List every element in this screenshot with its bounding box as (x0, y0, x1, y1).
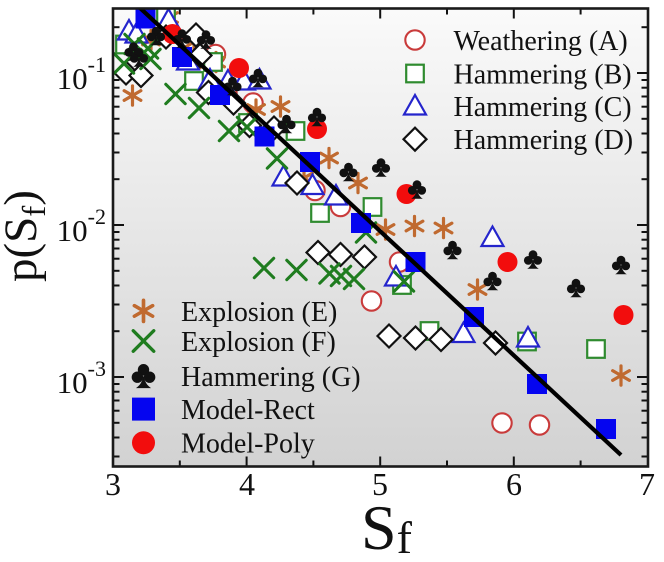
svg-text:10-3: 10-3 (57, 356, 106, 400)
svg-text:4: 4 (239, 466, 255, 502)
svg-text:Model-Poly: Model-Poly (181, 429, 315, 460)
svg-text:Explosion (E): Explosion (E) (181, 297, 337, 328)
svg-text:Sf: Sf (361, 492, 413, 562)
svg-text:10-1: 10-1 (57, 52, 106, 96)
svg-text:7: 7 (639, 466, 655, 502)
svg-text:3: 3 (105, 466, 121, 502)
svg-text:Hammering (B): Hammering (B) (454, 60, 632, 91)
svg-text:Explosion (F): Explosion (F) (181, 327, 336, 358)
svg-text:Hammering (D): Hammering (D) (454, 125, 634, 156)
svg-text:6: 6 (506, 466, 522, 502)
svg-text:10-2: 10-2 (57, 204, 106, 248)
svg-text:Hammering (G): Hammering (G) (181, 362, 361, 393)
svg-text:p(Sf): p(Sf) (0, 190, 53, 282)
svg-text:Weathering (A): Weathering (A) (454, 26, 628, 57)
svg-text:Hammering (C): Hammering (C) (454, 92, 632, 123)
svg-text:Model-Rect: Model-Rect (181, 395, 315, 426)
svg-text:5: 5 (372, 466, 388, 502)
